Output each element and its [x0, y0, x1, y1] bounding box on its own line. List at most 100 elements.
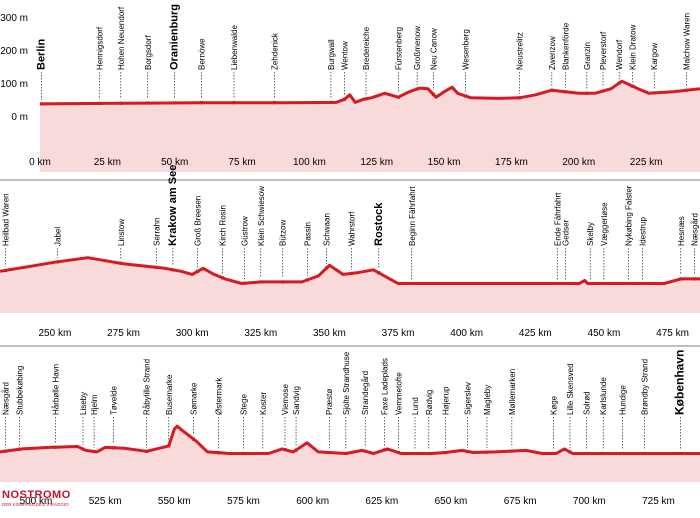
x-tick-label: 250 km [39, 328, 72, 339]
place-label: Hohen Neuendorf [117, 6, 126, 70]
place-label: Klein Dratow [629, 24, 638, 70]
x-tick-label: 100 km [293, 157, 326, 168]
place-label: Hennigsdorf [95, 26, 104, 70]
x-tick-label: 650 km [435, 496, 468, 507]
x-tick-label: 725 km [642, 496, 675, 507]
x-tick-label: 175 km [495, 157, 528, 168]
place-label: Schwaan [323, 213, 332, 246]
place-label: Neustrelitz [516, 32, 525, 70]
place-label: Sjolte Strandhuse [342, 351, 351, 415]
place-label: Oranienburg [169, 4, 181, 70]
place-label: Busemarke [165, 374, 174, 415]
place-label: Næsgård [2, 382, 11, 415]
place-label: Burgwall [327, 39, 336, 70]
x-tick-label: 375 km [382, 328, 415, 339]
place-label: Großmenow [413, 26, 422, 70]
place-label: Gedser [561, 219, 570, 246]
x-tick-label: 50 km [161, 157, 188, 168]
place-label: Kargow [650, 43, 659, 70]
place-label: Bernöwe [198, 38, 207, 70]
profile-row-2: Heilbad Waren Jabel Linstow Serrahn Krakow a… [0, 165, 700, 339]
x-tick-label: 475 km [656, 328, 689, 339]
y-tick-label: 100 m [0, 79, 28, 90]
profile-area [0, 257, 700, 313]
place-label: Lille Skensved [566, 363, 575, 415]
place-label: Råbylille Strand [143, 359, 152, 415]
place-label: Lund [411, 397, 420, 415]
place-label: Wahrstorf [347, 211, 356, 246]
x-tick-label: 325 km [244, 328, 277, 339]
x-tick-label: 75 km [228, 157, 255, 168]
x-tick-label: 350 km [313, 328, 346, 339]
x-tick-label: 150 km [428, 157, 461, 168]
x-tick-label: 600 km [296, 496, 329, 507]
x-tick-label: 25 km [94, 157, 121, 168]
place-label: Bützow [279, 220, 288, 246]
place-label: Zwenzow [548, 36, 557, 70]
place-label: Ende Fährfahrt [553, 192, 562, 246]
place-label: Køge [549, 395, 558, 415]
place-label: Karlslunde [599, 377, 608, 415]
place-label: Liseby [79, 392, 88, 415]
x-tick-label: 675 km [504, 496, 537, 507]
place-label: Viemose [281, 383, 290, 415]
place-label: Kirch Rosin [218, 205, 227, 246]
place-label: Stege [239, 394, 248, 415]
x-tick-label: 0 km [29, 157, 51, 168]
y-tick-label: 300 m [0, 13, 28, 24]
x-tick-label: 450 km [588, 328, 621, 339]
place-label: Malchow Waren [683, 13, 692, 70]
logo-title: NOSTROMO [2, 489, 71, 501]
profile-row-3: Næsgård Stubbekøbing Hårbølle Havn Liseby Hj… [0, 350, 700, 507]
place-label: Rostock [373, 202, 385, 246]
place-label: Rødvig [425, 390, 434, 415]
place-label: Møllemarken [508, 369, 517, 415]
place-label: Groß Breesen [194, 196, 203, 246]
x-tick-label: 625 km [365, 496, 398, 507]
x-tick-label: 400 km [450, 328, 483, 339]
place-label: Hjelm [90, 394, 99, 415]
place-label: Serrahn [152, 218, 161, 246]
place-label: Berlin [36, 39, 48, 70]
x-tick-label: 700 km [573, 496, 606, 507]
place-label: Krakow am See [167, 165, 179, 246]
place-label: Wesenberg [462, 29, 471, 70]
logo-subtitle: DER KOMPASS DES VIRAGGIO [2, 502, 69, 507]
place-label: Bredereiche [362, 26, 371, 70]
place-label: Hårbølle Havn [51, 364, 60, 415]
x-tick-label: 575 km [227, 496, 260, 507]
place-label: Heilbad Waren [1, 193, 10, 246]
x-tick-label: 200 km [562, 157, 595, 168]
place-label: Koster [259, 392, 268, 415]
place-label: Præstø [325, 389, 334, 415]
y-tick-label: 200 m [0, 46, 28, 57]
x-tick-label: 125 km [360, 157, 393, 168]
place-label: Klein Schwiesow [257, 186, 266, 246]
y-tick-label: 0 m [11, 112, 28, 123]
place-label: Vemmetofte [394, 372, 403, 415]
place-label: Østermark [215, 377, 224, 415]
place-label: Blankenförde [561, 22, 570, 70]
nostromo-logo: NOSTROMO DER KOMPASS DES VIRAGGIO [2, 489, 70, 516]
place-label: Pleverstorf [599, 31, 608, 70]
place-label: Granzin [583, 42, 592, 70]
place-label: Beginn Fährfahrt [408, 186, 417, 246]
place-label: Linstow [117, 219, 126, 246]
place-label: Wendorf [615, 39, 624, 70]
place-label: København [673, 350, 687, 415]
x-tick-label: 500 km [20, 496, 53, 507]
profile-line [39, 79, 700, 106]
place-label: Højerup [441, 386, 450, 415]
place-label: Fürstenberg [394, 27, 403, 70]
place-label: Næsgård [691, 213, 700, 246]
place-label: Jabel [54, 227, 63, 246]
place-label: Solrød [583, 391, 592, 415]
place-label: Hundige [619, 385, 628, 415]
place-label: Væggerløse [600, 202, 609, 246]
place-label: Borgsdorf [144, 35, 153, 70]
place-label: Skelby [586, 222, 595, 246]
place-label: Güstrow [240, 216, 249, 246]
place-label: Sandvig [292, 386, 301, 415]
profile-line [0, 424, 700, 455]
